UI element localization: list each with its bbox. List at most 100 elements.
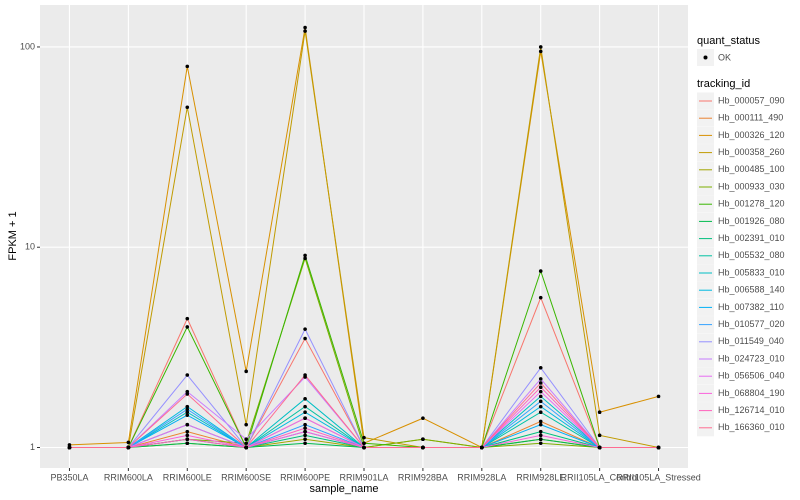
data-point [597,410,602,415]
data-point [185,441,190,446]
x-tick-label: RRIM928BA [398,472,448,482]
data-point [126,440,131,445]
y-tick-label: 1 [30,442,35,452]
legend-label: Hb_010577_020 [718,319,785,329]
data-point [303,422,307,427]
data-point [538,437,543,442]
data-point [244,422,248,427]
x-tick-label: PB350LA [50,472,88,482]
data-point [244,437,248,442]
data-point [126,445,131,450]
data-point [185,404,190,409]
data-point [185,433,190,438]
data-point [185,413,190,417]
data-point [303,327,307,331]
legend-label: Hb_007382_110 [718,302,784,312]
data-point [421,416,425,421]
data-point [303,433,307,438]
data-point [538,385,543,390]
legend-label: Hb_068804_190 [718,388,785,398]
data-point [185,373,190,377]
data-point [421,445,425,450]
data-point [303,429,307,434]
data-point [303,410,307,415]
data-point [185,410,190,415]
data-point [303,336,307,341]
data-point [538,399,543,404]
data-point [480,445,484,450]
x-tick-label: RRII105LA_Stressed [616,472,701,482]
legend-label: Hb_000485_100 [718,164,785,174]
data-point [303,416,307,421]
legend-label: OK [718,52,731,62]
legend-label: Hb_126714_010 [718,405,785,415]
data-point [185,392,190,396]
legend-label: Hb_166360_010 [718,422,785,432]
data-point [597,433,602,438]
data-point [244,445,248,450]
data-point [303,373,307,377]
data-point [538,45,543,49]
data-point [303,437,307,442]
data-point [538,422,543,427]
data-point [656,394,661,399]
legend-label: Hb_024723_010 [718,353,785,363]
data-point [538,419,543,424]
x-tick-label: RRIM928LE [516,472,565,482]
data-point [538,410,543,415]
data-point [421,437,425,442]
data-point [538,394,543,399]
data-point [362,435,366,440]
data-point [538,269,543,273]
legend-point [703,55,708,60]
data-point [244,441,248,446]
data-point [185,325,190,329]
data-point [656,445,661,450]
data-point [185,316,190,321]
data-point [303,29,307,33]
x-tick-label: RRIM600PE [280,472,330,482]
data-point [185,64,190,69]
y-tick-label: 10 [25,242,35,252]
legend-label: Hb_002391_010 [718,233,785,243]
legend-label: Hb_001278_120 [718,199,785,209]
x-tick-label: RRIM600SE [221,472,271,482]
y-axis-label: FPKM + 1 [7,211,19,260]
data-point [597,445,602,450]
data-point [538,404,543,409]
legend-label: Hb_056506_040 [718,371,785,381]
x-tick-label: RRII105LA_Control [561,472,639,482]
legend-label: Hb_001926_080 [718,216,785,226]
data-point [303,253,307,258]
legend-label: Hb_000057_090 [718,95,785,105]
legend-label: Hb_005532_080 [718,250,785,260]
y-tick-label: 100 [20,41,35,51]
data-point [185,437,190,442]
data-point [185,422,190,427]
data-point [185,105,190,110]
data-point [538,381,543,385]
data-point [303,256,307,261]
legend-label: Hb_000933_030 [718,181,785,191]
x-tick-label: RRIM600LA [104,472,153,482]
data-point [538,377,543,381]
data-point [303,397,307,401]
data-point [67,443,72,447]
legend-title: tracking_id [697,78,750,90]
data-point [244,369,248,374]
legend-label: Hb_000326_120 [718,130,785,140]
data-point [362,445,366,450]
data-point [538,366,543,370]
data-point [538,441,543,446]
legend-title: quant_status [697,35,760,47]
x-tick-label: RRIM928LA [457,472,506,482]
data-point [303,25,307,30]
data-point [362,441,366,446]
x-axis-label: sample_name [309,483,378,495]
data-point [538,49,543,54]
data-point [538,433,543,438]
legend-label: Hb_005833_010 [718,267,785,277]
data-point [303,426,307,430]
data-point [185,407,190,412]
